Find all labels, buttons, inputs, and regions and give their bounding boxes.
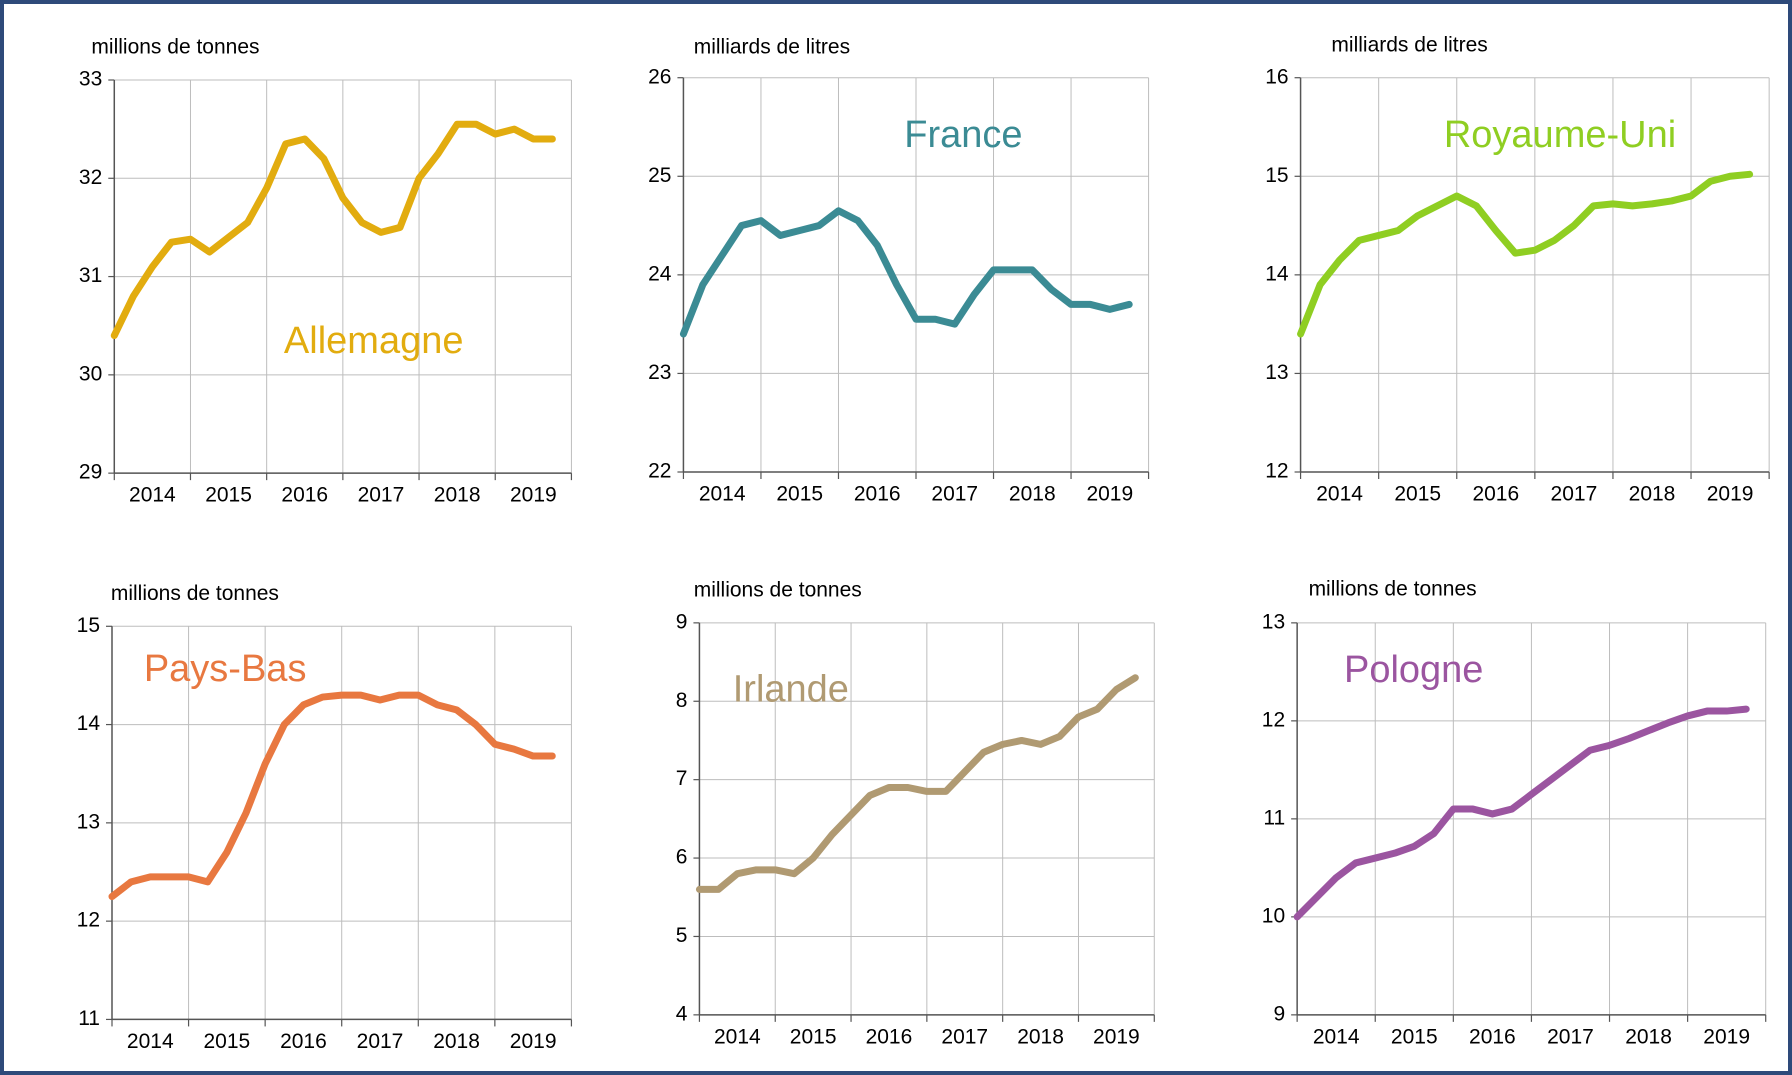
- x-tick-label: 2016: [281, 484, 328, 507]
- series-label: France: [904, 114, 1022, 156]
- y-tick-label: 16: [1265, 65, 1288, 88]
- y-axis-label: milliards de litres: [1331, 33, 1487, 56]
- series-label: Pologne: [1344, 649, 1483, 691]
- x-tick-label: 2019: [1703, 1025, 1750, 1048]
- y-tick-label: 4: [676, 1002, 688, 1025]
- y-tick-label: 7: [676, 767, 688, 790]
- y-tick-label: 8: [676, 689, 688, 712]
- y-tick-label: 12: [77, 909, 100, 932]
- series-label: Royaume-Uni: [1444, 114, 1676, 156]
- y-axis-label: milliards de litres: [694, 36, 850, 59]
- y-tick-label: 9: [1273, 1002, 1285, 1025]
- y-tick-label: 15: [77, 614, 100, 637]
- x-tick-label: 2018: [434, 484, 481, 507]
- y-tick-label: 11: [1263, 806, 1285, 829]
- x-tick-label: 2014: [1316, 483, 1363, 506]
- x-tick-label: 2014: [1313, 1025, 1360, 1048]
- y-tick-label: 9: [676, 610, 688, 633]
- y-tick-label: 10: [1262, 904, 1285, 927]
- x-tick-label: 2014: [129, 484, 176, 507]
- y-tick-label: 13: [1262, 610, 1285, 633]
- y-tick-label: 22: [648, 460, 671, 483]
- series-label: Allemagne: [284, 320, 464, 362]
- y-axis-label: millions de tonnes: [1309, 577, 1477, 600]
- y-tick-label: 33: [79, 68, 102, 91]
- data-line: [110, 120, 556, 340]
- y-tick-label: 12: [1262, 708, 1285, 731]
- y-tick-label: 14: [77, 712, 101, 735]
- x-tick-label: 2017: [941, 1025, 988, 1048]
- y-tick-label: 29: [79, 461, 102, 484]
- y-tick-label: 11: [78, 1007, 100, 1030]
- y-tick-label: 13: [77, 810, 100, 833]
- y-tick-label: 12: [1265, 460, 1288, 483]
- x-tick-label: 2018: [433, 1030, 480, 1053]
- x-tick-label: 2015: [790, 1025, 837, 1048]
- y-tick-label: 15: [1265, 164, 1288, 187]
- y-tick-label: 25: [648, 164, 671, 187]
- x-tick-label: 2017: [357, 1030, 404, 1053]
- x-tick-label: 2019: [1093, 1025, 1140, 1048]
- x-tick-label: 2015: [203, 1030, 250, 1053]
- y-tick-label: 6: [676, 846, 688, 869]
- y-tick-label: 31: [79, 264, 102, 287]
- data-line: [1297, 170, 1754, 338]
- y-axis-label: millions de tonnes: [91, 36, 259, 59]
- y-axis-label: millions de tonnes: [694, 578, 862, 601]
- x-tick-label: 2019: [1086, 483, 1133, 506]
- x-tick-label: 2019: [510, 484, 557, 507]
- x-tick-label: 2015: [205, 484, 252, 507]
- x-tick-label: 2018: [1017, 1025, 1064, 1048]
- x-tick-label: 2016: [854, 483, 901, 506]
- y-tick-label: 13: [1265, 361, 1288, 384]
- x-tick-label: 2019: [510, 1030, 557, 1053]
- x-tick-label: 2018: [1009, 483, 1056, 506]
- x-tick-label: 2017: [1547, 1025, 1594, 1048]
- y-axis-label: millions de tonnes: [111, 582, 279, 605]
- x-tick-label: 2017: [358, 484, 405, 507]
- x-tick-label: 2016: [280, 1030, 327, 1053]
- x-tick-label: 2019: [1707, 483, 1754, 506]
- data-line: [679, 207, 1133, 338]
- x-tick-label: 2017: [1551, 483, 1598, 506]
- y-tick-label: 24: [648, 262, 672, 285]
- x-tick-label: 2014: [714, 1025, 761, 1048]
- x-tick-label: 2018: [1629, 483, 1676, 506]
- y-tick-label: 5: [676, 924, 688, 947]
- data-line: [108, 691, 556, 901]
- x-tick-label: 2014: [699, 483, 746, 506]
- data-line: [695, 674, 1139, 893]
- data-line: [1293, 705, 1750, 921]
- series-label: Irlande: [733, 668, 849, 710]
- x-tick-label: 2018: [1625, 1025, 1672, 1048]
- series-label: Pays-Bas: [144, 648, 307, 690]
- x-tick-label: 2014: [127, 1030, 174, 1053]
- x-tick-label: 2016: [866, 1025, 913, 1048]
- y-tick-label: 30: [79, 362, 102, 385]
- y-tick-label: 23: [648, 361, 671, 384]
- y-tick-label: 26: [648, 65, 671, 88]
- x-tick-label: 2015: [1394, 483, 1441, 506]
- x-tick-label: 2015: [1391, 1025, 1438, 1048]
- y-tick-label: 32: [79, 166, 102, 189]
- x-tick-label: 2016: [1469, 1025, 1516, 1048]
- x-tick-label: 2017: [931, 483, 978, 506]
- x-tick-label: 2015: [776, 483, 823, 506]
- x-tick-label: 2016: [1472, 483, 1519, 506]
- y-tick-label: 14: [1265, 262, 1289, 285]
